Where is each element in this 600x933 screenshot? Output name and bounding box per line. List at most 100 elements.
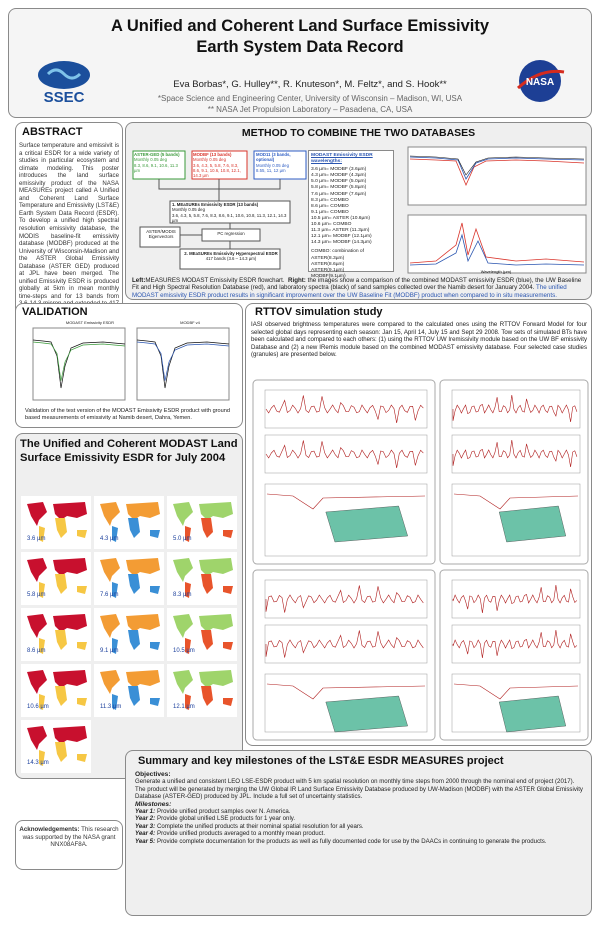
continent (150, 586, 160, 594)
authors: Eva Borbas*, G. Hulley**, R. Knuteson*, … (173, 79, 447, 90)
continent (223, 642, 233, 650)
nasa-logo: NASA (516, 60, 565, 102)
flow-title: MOD11 (3 bands, optional) (256, 152, 291, 163)
header (8, 8, 592, 118)
continent (53, 558, 87, 576)
milestone-text: Complete the unified products at their n… (157, 822, 364, 830)
map-label: 9.1 µm (100, 648, 118, 654)
milestone-year: Year 5: (135, 837, 156, 845)
subplot-frame (451, 434, 581, 474)
flow-title: 1. MEaSUREs Emissivity ESDR (13 bands) (172, 202, 259, 207)
milestone-text: Provide unified product samples over N. … (157, 808, 291, 816)
summary-body: Objectives: Generate a unified and consi… (135, 771, 585, 845)
bt-difference (265, 585, 424, 613)
spectrum-line (32, 341, 126, 381)
continent (128, 630, 140, 650)
flow-arrows (158, 179, 281, 249)
flow-bands: 417 bands (3.6 – 14.3 µm) (205, 256, 257, 262)
emissivity-map: 8.6 µm (21, 608, 91, 661)
modast-item: 5.0 µm= MODBF (5.0µm) (311, 179, 367, 185)
continent (77, 698, 87, 706)
continent (128, 518, 140, 538)
continent (126, 614, 160, 632)
emissivity-map: 9.1 µm (94, 608, 164, 661)
emissivity-line (453, 493, 579, 510)
abstract-title: ABSTRACT (22, 126, 83, 138)
milestone-year: Year 1: (135, 808, 156, 816)
objectives-label: Objectives: (135, 771, 171, 778)
bt-difference (452, 585, 578, 613)
granule-map (498, 695, 567, 733)
milestone-text: Provide global unified LSE products for … (157, 815, 296, 823)
ack-label: Acknowledgements: (19, 826, 80, 833)
continent (150, 642, 160, 650)
subplot-frame (264, 579, 428, 619)
continent (185, 694, 191, 710)
affiliation: *Space Science and Engineering Center, U… (157, 94, 463, 103)
continent (201, 574, 213, 594)
summary-panel (125, 750, 592, 916)
milestone-text: Provide unified products averaged to a m… (157, 830, 326, 838)
milestone-year: Year 2: (135, 815, 156, 823)
validation-caption: Validation of the test version of the MO… (25, 408, 230, 421)
continent (27, 614, 47, 638)
continent (77, 754, 87, 762)
flow-bands: 3.6, 4.3, 5, 5.8, 7.6, 8.3, 8.6, 9.1, 10… (193, 162, 241, 179)
title-line: Earth System Data Record (196, 38, 404, 56)
flow-label: ASTER-GED (5 bands) Monthly 0.05 deg 8.3… (134, 152, 184, 173)
emissivity-map: 12.1 µm (167, 664, 237, 717)
logo-text: SSEC (44, 89, 85, 106)
map-label: 12.1 µm (173, 704, 195, 710)
emissivity-map: 7.6 µm (94, 552, 164, 605)
map-label: 11.3 µm (100, 704, 121, 710)
axis-label: Wavelength (µm) (481, 269, 512, 274)
continent (126, 670, 160, 688)
ack-text: Acknowledgements: This research was supp… (19, 826, 119, 849)
continent (223, 586, 233, 594)
logo-swoosh (516, 69, 565, 90)
validation-title: VALIDATION (22, 306, 88, 318)
flow-box (253, 150, 307, 180)
continent (39, 582, 45, 598)
map-label: 10.6 µm (27, 704, 49, 710)
continent (100, 558, 120, 582)
modast-combo: COMBO: combination of (311, 249, 365, 255)
continent (55, 574, 67, 594)
continent (201, 518, 213, 538)
ack-panel (15, 820, 123, 870)
continent (201, 686, 213, 706)
milestone-year: Year 4: (135, 830, 156, 838)
continent (126, 558, 160, 576)
combo-item: MODBF(9.1µm) (311, 273, 346, 279)
caption-text: the images show a comparison of the comb… (132, 277, 582, 292)
continent (55, 630, 67, 650)
objectives-text: Generate a unified and consistent LEO LS… (135, 778, 583, 801)
continent (27, 726, 47, 750)
flow-label: PC regression (217, 231, 245, 236)
logo-swirl (46, 68, 82, 80)
bt-difference (452, 630, 578, 658)
modast-item: 8.6 µm= COMBO (311, 203, 349, 209)
continent (223, 530, 233, 538)
map-label: 7.6 µm (100, 592, 118, 598)
subplot-frame (451, 389, 581, 429)
continent (128, 686, 140, 706)
emissivity-line (266, 493, 426, 510)
comparison-plots: Wavelength (µm) (407, 146, 587, 274)
combo-item: ASTER(8.6µm) (311, 261, 345, 267)
spectrum-line (136, 339, 230, 389)
emissivity-map: 3.6 µm (21, 496, 91, 549)
plot-frame (32, 327, 126, 401)
continent (53, 502, 87, 520)
affiliation: ** NASA Jet Propulsion Laboratory – Pasa… (207, 105, 413, 114)
milestones-label: Milestones: (135, 800, 172, 808)
subplot-frame (451, 624, 581, 664)
milestone: Year 2: Provide global unified LSE produc… (135, 815, 585, 822)
map-label: 10.5 µm (173, 648, 195, 654)
rttov-figures (252, 379, 589, 741)
flow-label: ASTER/MODIS Eigenvectors (146, 229, 176, 240)
subplot-frame (264, 434, 428, 474)
flow-res: Monthly 0.05 deg (256, 162, 289, 168)
continent (112, 694, 118, 710)
map-label: 8.6 µm (27, 648, 45, 654)
